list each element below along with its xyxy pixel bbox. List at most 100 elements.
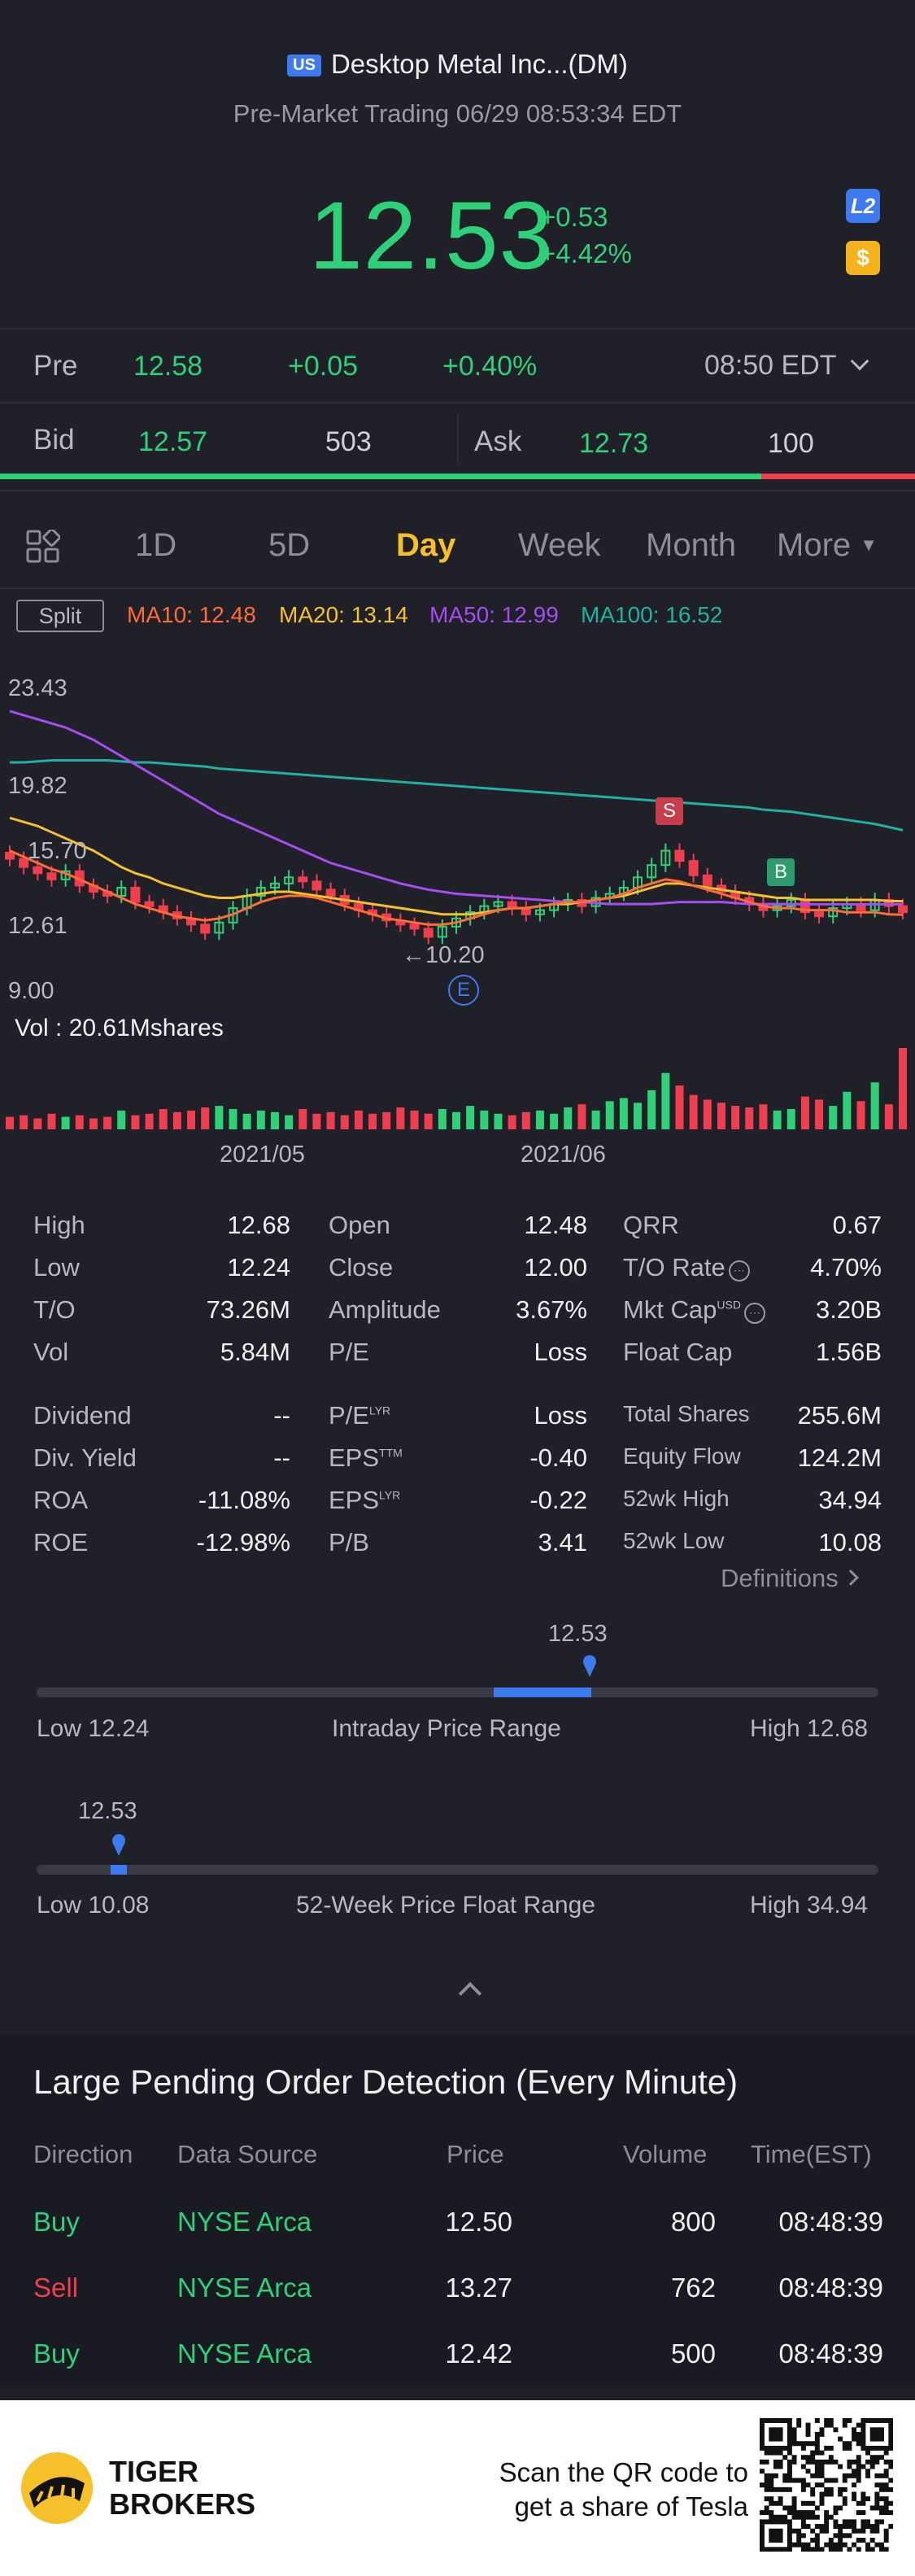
stat-value: 12.68: [227, 1211, 290, 1239]
qr-module: [856, 2422, 861, 2428]
tab-more[interactable]: More ▼: [777, 527, 878, 564]
stat-value: 0.67: [832, 1211, 882, 1239]
stat-label-text: Equity Flow: [623, 1443, 741, 1469]
tiger-logo-icon: [20, 2451, 94, 2526]
collapse-chevron-up-icon[interactable]: [458, 1981, 482, 2006]
qr-module: [764, 2478, 769, 2483]
stat-label: QRR: [623, 1211, 679, 1240]
buy-signal-marker[interactable]: B: [767, 858, 795, 886]
qr-module: [786, 2486, 792, 2492]
stat-label-text: 52wk Low: [623, 1528, 725, 1553]
sell-signal-marker[interactable]: S: [656, 797, 683, 825]
volume-bar: [829, 1106, 838, 1129]
qr-module: [865, 2524, 871, 2530]
qr-module: [828, 2547, 834, 2552]
candle: [33, 866, 43, 875]
qr-module: [769, 2473, 774, 2478]
stat-label-text: Float Cap: [623, 1338, 733, 1366]
qr-module: [800, 2524, 806, 2530]
qr-module: [869, 2445, 875, 2451]
ask-ratio-bar: [761, 474, 915, 479]
stat-label: EPSLYR: [329, 1486, 400, 1515]
qr-module: [764, 2519, 769, 2525]
qr-module: [796, 2418, 802, 2423]
qr-module: [838, 2524, 843, 2530]
qr-module: [888, 2427, 893, 2433]
qr-module: [814, 2473, 820, 2478]
qr-module: [865, 2445, 871, 2451]
tab-5d[interactable]: 5D: [268, 527, 311, 563]
volume-bar: [312, 1113, 321, 1129]
order-source: NYSE Arca: [177, 2273, 312, 2303]
qr-module: [874, 2445, 880, 2451]
qr-module: [814, 2538, 820, 2543]
qr-code[interactable]: [760, 2418, 893, 2552]
promo-line-1: Scan the QR code to: [499, 2457, 748, 2487]
qr-module: [764, 2496, 769, 2502]
qr-module: [778, 2486, 783, 2492]
qr-module: [865, 2519, 871, 2525]
stat-value: Loss: [534, 1401, 587, 1430]
stat-value: 10.08: [818, 1528, 882, 1557]
brand-line-2: BROKERS: [109, 2487, 256, 2521]
qr-module: [810, 2459, 816, 2465]
tab-day[interactable]: Day: [396, 527, 456, 563]
qr-module: [778, 2427, 783, 2433]
qr-module: [814, 2547, 820, 2552]
qr-module: [861, 2422, 866, 2428]
qr-module: [786, 2418, 792, 2423]
pre-time: 08:50 EDT: [704, 350, 836, 381]
qr-module: [800, 2547, 806, 2552]
qr-module: [764, 2418, 769, 2423]
pre-time-dropdown[interactable]: 08:50 EDT: [704, 350, 869, 382]
qr-module: [838, 2436, 843, 2442]
candlestick-chart[interactable]: [0, 651, 915, 1172]
info-icon[interactable]: ⋯: [728, 1260, 750, 1281]
qr-module: [782, 2486, 788, 2492]
tab-1d[interactable]: 1D: [135, 527, 177, 563]
volume-bar: [731, 1106, 740, 1129]
qr-module: [760, 2431, 765, 2437]
earnings-marker[interactable]: E: [448, 975, 479, 1006]
tab-month[interactable]: Month: [646, 527, 737, 563]
qr-module: [796, 2528, 802, 2534]
qr-module: [773, 2427, 778, 2433]
order-source: NYSE Arca: [177, 2207, 312, 2237]
qr-module: [764, 2547, 769, 2552]
qr-module: [805, 2422, 811, 2428]
chevron-down-icon: [851, 351, 869, 371]
qr-module: [842, 2478, 847, 2483]
tab-week[interactable]: Week: [518, 527, 601, 563]
qr-module: [856, 2459, 861, 2465]
qr-module: [800, 2500, 806, 2506]
large-order-title: Large Pending Order Detection (Every Min…: [33, 2063, 739, 2101]
qr-module: [769, 2538, 774, 2543]
info-icon[interactable]: ⋯: [743, 1303, 765, 1324]
currency-icon[interactable]: $: [846, 241, 880, 275]
candle: [116, 886, 127, 897]
qr-module: [824, 2524, 830, 2530]
qr-module: [879, 2427, 884, 2433]
qr-module: [800, 2519, 806, 2525]
split-button[interactable]: Split: [16, 600, 104, 632]
chart-layout-icon[interactable]: [26, 528, 61, 564]
qr-module: [773, 2450, 778, 2456]
qr-module: [883, 2486, 889, 2492]
qr-module: [773, 2514, 778, 2520]
qr-module: [869, 2547, 875, 2552]
y-axis-label: 12.61: [8, 913, 68, 939]
qr-module: [773, 2418, 778, 2423]
qr-module: [852, 2542, 857, 2548]
qr-module: [847, 2547, 852, 2552]
definitions-link[interactable]: Definitions: [721, 1564, 860, 1593]
qr-module: [819, 2482, 825, 2488]
volume-bar: [759, 1104, 768, 1129]
level2-icon[interactable]: L2: [846, 189, 880, 223]
qr-module: [773, 2459, 778, 2465]
qr-module: [828, 2445, 834, 2451]
qr-module: [824, 2445, 830, 2451]
candle: [46, 872, 57, 880]
stat-label-text: ROA: [33, 1486, 89, 1514]
qr-module: [760, 2418, 765, 2423]
qr-module: [828, 2422, 834, 2428]
